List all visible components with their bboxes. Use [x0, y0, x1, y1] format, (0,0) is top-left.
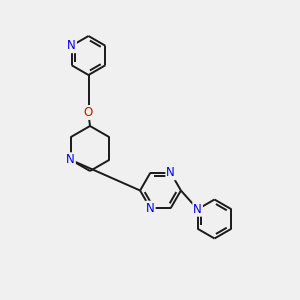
Text: N: N — [166, 166, 175, 179]
Text: O: O — [84, 106, 93, 119]
Text: N: N — [193, 203, 202, 216]
Text: N: N — [146, 202, 155, 215]
Text: N: N — [66, 153, 75, 166]
Text: N: N — [67, 39, 76, 52]
